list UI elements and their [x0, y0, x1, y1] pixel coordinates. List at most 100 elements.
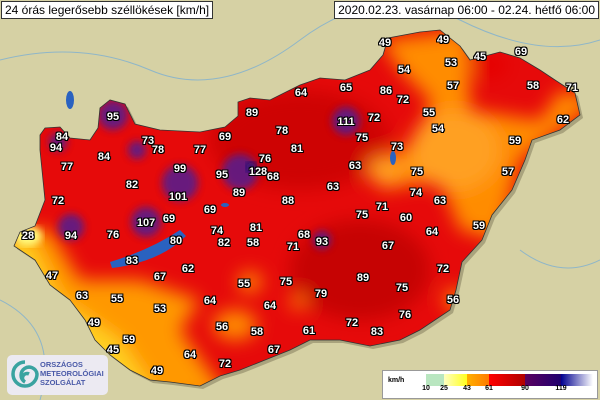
station-value: 83	[125, 255, 139, 267]
station-value: 58	[250, 326, 264, 338]
station-value: 69	[218, 131, 232, 143]
station-value: 65	[339, 82, 353, 94]
color-legend: km/h 10 25 43 61 90 119	[382, 370, 598, 399]
station-value: 57	[501, 166, 515, 178]
station-value: 49	[87, 317, 101, 329]
station-value: 59	[472, 220, 486, 232]
legend-swatch-119-plus	[561, 374, 593, 386]
station-value: 57	[446, 80, 460, 92]
station-value: 68	[266, 171, 280, 183]
lake-velence	[221, 203, 229, 207]
station-value: 128	[248, 166, 268, 178]
legend-tick: 90	[521, 385, 529, 392]
station-value: 54	[397, 64, 411, 76]
station-value: 75	[410, 166, 424, 178]
station-value: 55	[422, 107, 436, 119]
station-value: 58	[246, 237, 260, 249]
station-value: 49	[436, 34, 450, 46]
legend-tick: 61	[485, 385, 493, 392]
station-value: 94	[49, 142, 63, 154]
station-value: 95	[106, 111, 120, 123]
station-value: 59	[122, 334, 136, 346]
station-value: 71	[565, 82, 579, 94]
logo-line-1: ORSZÁGOS	[40, 360, 83, 369]
station-value: 75	[355, 132, 369, 144]
legend-swatch-90-119	[525, 374, 561, 386]
station-value: 49	[150, 365, 164, 377]
station-value: 75	[355, 209, 369, 221]
station-value: 61	[302, 325, 316, 337]
station-value: 79	[314, 288, 328, 300]
omsz-logo[interactable]: ORSZÁGOS METEOROLÓGIAI SZOLGÁLAT	[7, 355, 108, 395]
station-value: 69	[514, 46, 528, 58]
station-value: 69	[162, 213, 176, 225]
station-value: 54	[431, 123, 445, 135]
station-value: 58	[526, 80, 540, 92]
station-value: 77	[60, 161, 74, 173]
station-value: 72	[367, 112, 381, 124]
station-value: 59	[508, 135, 522, 147]
legend-color-bar	[426, 374, 593, 386]
station-value: 63	[348, 160, 362, 172]
station-value: 64	[183, 349, 197, 361]
logo-line-3: SZOLGÁLAT	[40, 378, 86, 387]
time-period: 2020.02.23. vasárnap 06:00 - 02.24. hétf…	[334, 1, 599, 19]
legend-tick: 43	[463, 385, 471, 392]
station-value: 63	[326, 181, 340, 193]
station-value: 55	[110, 293, 124, 305]
station-value: 60	[399, 212, 413, 224]
station-value: 62	[556, 114, 570, 126]
station-value: 47	[45, 270, 59, 282]
spiral-logo-icon	[11, 360, 39, 388]
legend-swatch-43-61	[467, 374, 489, 386]
legend-tick: 10	[422, 385, 430, 392]
lake-balaton	[110, 230, 186, 268]
logo-line-2: METEOROLÓGIAI	[40, 369, 104, 378]
station-value: 64	[203, 295, 217, 307]
station-value: 74	[210, 225, 224, 237]
station-value: 77	[193, 144, 207, 156]
map-title: 24 órás legerősebb széllökések [km/h]	[1, 1, 214, 19]
station-value: 82	[217, 237, 231, 249]
station-value: 68	[297, 229, 311, 241]
station-value: 82	[125, 179, 139, 191]
station-value: 84	[55, 131, 69, 143]
station-value: 99	[173, 163, 187, 175]
station-value: 89	[245, 107, 259, 119]
station-value: 62	[181, 263, 195, 275]
station-value: 56	[215, 321, 229, 333]
station-value: 75	[395, 282, 409, 294]
station-value: 63	[433, 195, 447, 207]
legend-swatch-25-43	[444, 374, 467, 386]
station-value: 111	[337, 116, 355, 128]
station-value: 75	[279, 276, 293, 288]
station-value: 78	[151, 144, 165, 156]
station-value: 73	[141, 135, 155, 147]
station-value: 64	[425, 226, 439, 238]
legend-tick: 119	[555, 385, 567, 392]
station-value: 45	[106, 344, 120, 356]
station-value: 78	[275, 125, 289, 137]
station-value: 93	[315, 236, 329, 248]
station-value: 89	[356, 272, 370, 284]
legend-unit: km/h	[388, 377, 405, 384]
station-value: 53	[444, 57, 458, 69]
legend-swatch-61-90	[489, 374, 525, 386]
legend-swatch-10-25	[426, 374, 444, 386]
station-value: 76	[258, 153, 272, 165]
station-value: 72	[436, 263, 450, 275]
station-value: 72	[51, 195, 65, 207]
lakes	[66, 91, 396, 268]
station-value: 71	[375, 201, 389, 213]
station-value: 56	[446, 294, 460, 306]
station-value: 80	[169, 235, 183, 247]
lake-ferto	[66, 91, 74, 109]
station-value: 81	[290, 143, 304, 155]
station-value: 72	[218, 358, 232, 370]
station-value: 86	[379, 85, 393, 97]
station-value: 45	[473, 51, 487, 63]
station-value: 107	[136, 217, 156, 229]
station-value: 64	[263, 300, 277, 312]
station-value: 63	[75, 290, 89, 302]
